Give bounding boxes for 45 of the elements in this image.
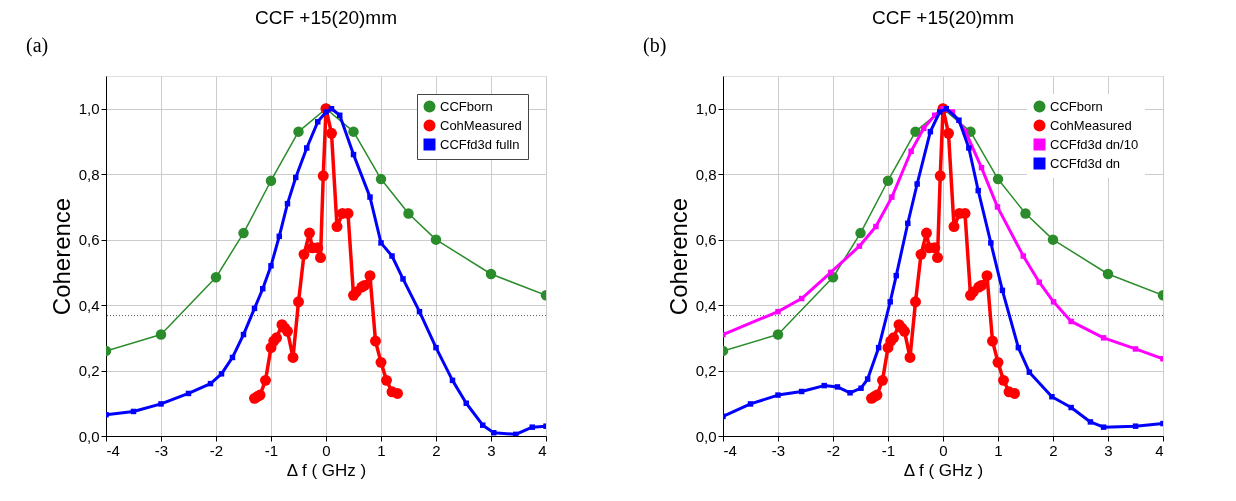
x-tick-label: -3 <box>154 441 169 459</box>
chart-title: CCF +15(20)mm <box>872 7 1014 28</box>
x-tick-label: -4 <box>106 441 120 459</box>
y-tick-label: 1,0 <box>695 100 717 118</box>
legend-label: CCFfd3d dn <box>1050 155 1121 171</box>
x-axis-title: Δ f ( GHz ) <box>286 460 367 480</box>
legend-label: CohMeasured <box>1050 117 1132 133</box>
x-tick-label: -2 <box>826 441 841 459</box>
legend-label: CCFfd3d fulln <box>440 136 520 152</box>
legend-label: CohMeasured <box>440 117 522 133</box>
y-tick-label: 0,0 <box>78 427 100 445</box>
text: (a) <box>26 34 49 57</box>
x-tick-label: 0 <box>939 441 948 459</box>
legend-label: CCFfd3d dn/10 <box>1050 136 1139 152</box>
x-tick-label: -1 <box>264 441 279 459</box>
y-axis-title: Coherence <box>664 197 692 316</box>
x-tick-label: 1 <box>377 441 386 459</box>
y-tick-label: 0,6 <box>695 231 717 249</box>
x-tick-label: 3 <box>1104 441 1113 459</box>
y-tick-label: 0,4 <box>78 296 100 314</box>
legend-label: CCFborn <box>1050 98 1103 114</box>
y-tick-label: 1,0 <box>78 100 100 118</box>
y-tick-label: 0,6 <box>78 231 100 249</box>
y-tick-label: 0,2 <box>78 362 100 380</box>
x-tick-label: 0 <box>322 441 331 459</box>
y-tick-label: 0,2 <box>695 362 717 380</box>
x-tick-label: 4 <box>1155 441 1164 459</box>
y-axis-title: Coherence <box>47 197 75 316</box>
x-tick-label: -2 <box>209 441 224 459</box>
x-tick-label: -1 <box>881 441 896 459</box>
y-tick-label: 0,8 <box>78 165 100 183</box>
y-tick-label: 0,8 <box>695 165 717 183</box>
x-axis-title: Δ f ( GHz ) <box>903 460 984 480</box>
x-tick-label: 1 <box>994 441 1003 459</box>
x-tick-label: 2 <box>432 441 441 459</box>
x-tick-label: 4 <box>538 441 547 459</box>
y-tick-label: 0,0 <box>695 427 717 445</box>
chart-title: CCF +15(20)mm <box>255 7 397 28</box>
x-tick-label: 3 <box>487 441 496 459</box>
x-tick-label: -3 <box>771 441 786 459</box>
y-tick-label: 0,4 <box>695 296 717 314</box>
text: (b) <box>643 34 667 57</box>
x-tick-label: -4 <box>723 441 737 459</box>
legend-label: CCFborn <box>440 98 493 114</box>
x-tick-label: 2 <box>1049 441 1058 459</box>
